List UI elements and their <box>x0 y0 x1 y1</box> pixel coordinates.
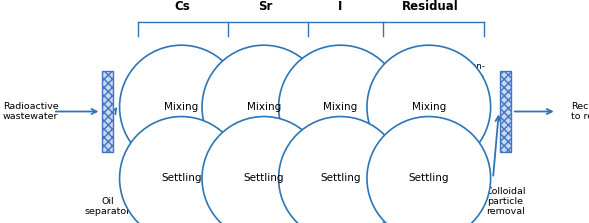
Ellipse shape <box>120 117 243 223</box>
Text: I: I <box>338 0 343 13</box>
Ellipse shape <box>202 117 326 223</box>
Text: Recycle
to reactor: Recycle to reactor <box>571 102 589 121</box>
Text: Mixing: Mixing <box>412 102 446 112</box>
Ellipse shape <box>279 45 402 169</box>
FancyBboxPatch shape <box>102 71 113 152</box>
Ellipse shape <box>367 117 491 223</box>
Ellipse shape <box>202 45 326 169</box>
Text: Adsorption-
precipitation: Adsorption- precipitation <box>179 62 233 82</box>
Text: Mixing: Mixing <box>247 102 281 112</box>
Text: Mixing: Mixing <box>323 102 358 112</box>
Text: Settling: Settling <box>161 173 201 183</box>
Text: Cs: Cs <box>175 0 190 13</box>
Text: Adsorption-
precipitation: Adsorption- precipitation <box>264 62 318 82</box>
Text: Radioactive
wastewater: Radioactive wastewater <box>3 102 58 121</box>
Text: Residual: Residual <box>402 0 458 13</box>
Text: Mixing: Mixing <box>164 102 198 112</box>
Text: Sr: Sr <box>258 0 272 13</box>
Text: Flocculation-
precipitation: Flocculation- precipitation <box>430 62 485 82</box>
Ellipse shape <box>120 45 243 169</box>
Text: Settling: Settling <box>320 173 360 183</box>
Text: Colloidal
particle
removal: Colloidal particle removal <box>485 186 525 216</box>
Text: Settling: Settling <box>409 173 449 183</box>
Ellipse shape <box>279 117 402 223</box>
FancyBboxPatch shape <box>500 71 511 152</box>
Ellipse shape <box>367 45 491 169</box>
Text: Adsorption-
precipitation: Adsorption- precipitation <box>340 62 395 82</box>
Text: Settling: Settling <box>244 173 284 183</box>
Text: Oil
separator: Oil separator <box>85 197 131 216</box>
